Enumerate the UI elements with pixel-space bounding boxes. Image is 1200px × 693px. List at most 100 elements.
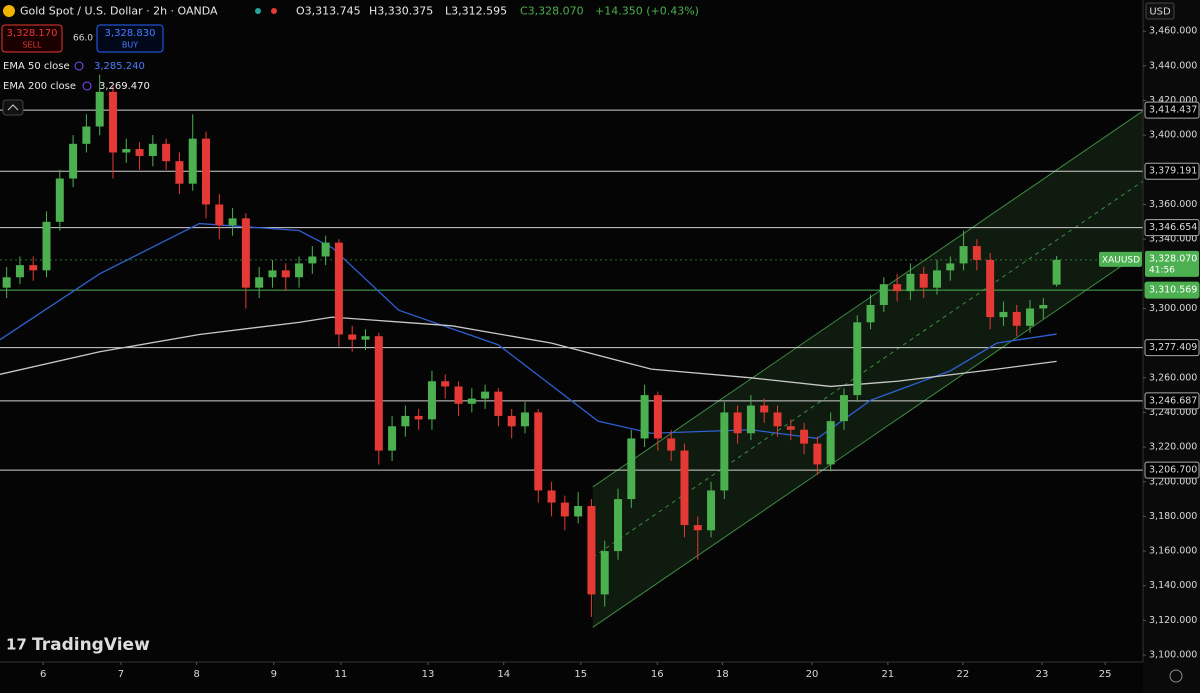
candle-body bbox=[999, 311, 1008, 318]
candle-body bbox=[228, 218, 237, 226]
level-label: 3,277.409 bbox=[1149, 342, 1197, 353]
candle-body bbox=[148, 143, 157, 156]
status-dot bbox=[271, 8, 277, 14]
y-tick-label: 3,260.000 bbox=[1149, 372, 1197, 383]
y-tick-label: 3,180.000 bbox=[1149, 511, 1197, 522]
channel-upper bbox=[592, 110, 1144, 488]
candle-body bbox=[374, 336, 383, 451]
candle-body bbox=[348, 334, 357, 340]
candle-body bbox=[986, 259, 995, 318]
currency-box[interactable] bbox=[1145, 2, 1175, 20]
candle-body bbox=[520, 412, 529, 427]
x-tick-label: 8 bbox=[194, 669, 200, 680]
plot-area bbox=[0, 74, 1144, 628]
candle-body bbox=[653, 395, 662, 439]
candle-body bbox=[401, 415, 410, 427]
level-label: 3,206.700 bbox=[1149, 465, 1197, 476]
candle-body bbox=[800, 429, 809, 444]
candle-body bbox=[481, 391, 490, 399]
y-tick-label: 3,240.000 bbox=[1149, 407, 1197, 418]
x-tick-label: 13 bbox=[422, 669, 435, 680]
channel-fill bbox=[592, 110, 1143, 628]
candle-body bbox=[441, 381, 450, 387]
y-tick-label: 3,340.000 bbox=[1149, 234, 1197, 245]
y-tick-label: 3,200.000 bbox=[1149, 476, 1197, 487]
sell-button[interactable] bbox=[1, 24, 63, 53]
candle-body bbox=[55, 178, 64, 222]
candle-body bbox=[946, 263, 955, 271]
ohlc-change: +14.350 (+0.43%) bbox=[595, 5, 699, 18]
buy-button[interactable] bbox=[96, 24, 164, 53]
candle-body bbox=[707, 490, 716, 531]
candle-body bbox=[760, 405, 769, 413]
candle-body bbox=[720, 412, 729, 491]
candle-body bbox=[574, 506, 583, 517]
candle-body bbox=[746, 405, 755, 434]
candle-body bbox=[135, 149, 144, 156]
candle-body bbox=[1012, 311, 1021, 326]
spread: 66.0 bbox=[73, 34, 93, 44]
candle-body bbox=[1026, 308, 1035, 326]
logo-mark: 17 bbox=[6, 636, 27, 654]
candle-body bbox=[853, 322, 862, 396]
candle-body bbox=[15, 265, 24, 278]
channel-mid bbox=[592, 180, 1144, 558]
candle-body bbox=[972, 246, 981, 260]
candle-body bbox=[826, 421, 835, 465]
legend-label: EMA 200 close bbox=[3, 81, 76, 92]
candle-body bbox=[29, 265, 38, 271]
candle-body bbox=[268, 270, 277, 278]
x-tick-label: 23 bbox=[1036, 669, 1049, 680]
y-tick-label: 3,220.000 bbox=[1149, 442, 1197, 453]
candle-body bbox=[1039, 305, 1048, 309]
candle-body bbox=[175, 161, 184, 184]
sell-price: 3,328.170 bbox=[7, 28, 58, 39]
y-tick-label: 3,420.000 bbox=[1149, 95, 1197, 106]
level-label-box bbox=[1144, 101, 1200, 119]
level-label-box bbox=[1144, 461, 1200, 479]
candle-body bbox=[494, 391, 503, 416]
settings-icon[interactable] bbox=[1169, 669, 1183, 683]
candle-body bbox=[813, 443, 822, 465]
y-tick-label: 3,300.000 bbox=[1149, 303, 1197, 314]
collapse-button[interactable] bbox=[2, 99, 24, 116]
level-label: 3,379.191 bbox=[1149, 166, 1197, 177]
candle-body bbox=[427, 381, 436, 420]
candle-body bbox=[162, 143, 171, 162]
candle-body bbox=[693, 525, 702, 531]
candle-body bbox=[600, 551, 609, 595]
legend: EMA 50 close 3,285.240 EMA 200 close 3,269.… bbox=[3, 61, 150, 92]
y-tick-label: 3,140.000 bbox=[1149, 580, 1197, 591]
candle-body bbox=[241, 218, 250, 288]
symbol-title: Gold Spot / U.S. Dollar · 2h · OANDA bbox=[20, 5, 218, 18]
candle-body bbox=[82, 126, 91, 144]
ema-line bbox=[0, 316, 1057, 388]
legend-icon bbox=[74, 61, 84, 71]
candle-body bbox=[42, 221, 51, 271]
candle-body bbox=[547, 490, 556, 503]
x-tick-label: 25 bbox=[1099, 669, 1112, 680]
x-tick-label: 14 bbox=[497, 669, 510, 680]
candle-body bbox=[1052, 259, 1061, 285]
candle-body bbox=[295, 263, 304, 278]
level-label: 3,346.654 bbox=[1149, 222, 1197, 233]
candle-body bbox=[202, 138, 211, 205]
candle-body bbox=[215, 204, 224, 226]
currency: USD bbox=[1149, 7, 1171, 18]
candle-body bbox=[879, 284, 888, 306]
x-tick-label: 9 bbox=[271, 669, 277, 680]
candle-body bbox=[773, 412, 782, 427]
x-tick-label: 18 bbox=[716, 669, 729, 680]
y-tick-label: 3,440.000 bbox=[1149, 60, 1197, 71]
candle-body bbox=[906, 273, 915, 292]
candle-body bbox=[866, 305, 875, 323]
candle-body bbox=[454, 386, 463, 404]
legend-value: 3,269.470 bbox=[99, 81, 150, 92]
candle-body bbox=[560, 502, 569, 517]
legend-icon bbox=[82, 81, 92, 91]
candle-body bbox=[627, 438, 636, 500]
candle-body bbox=[733, 412, 742, 434]
y-tick-label: 3,100.000 bbox=[1149, 650, 1197, 661]
